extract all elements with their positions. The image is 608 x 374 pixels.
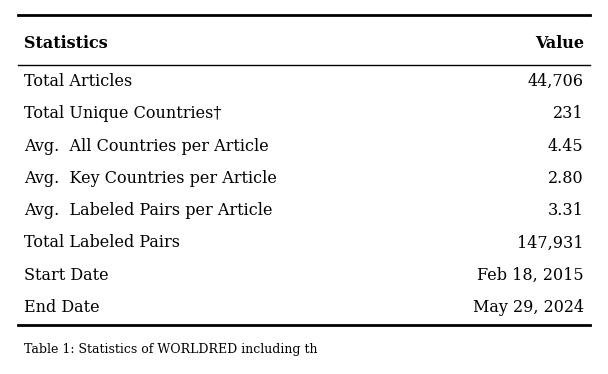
Text: 44,706: 44,706 [528, 73, 584, 90]
Text: Start Date: Start Date [24, 267, 109, 283]
Text: Value: Value [534, 34, 584, 52]
Text: May 29, 2024: May 29, 2024 [472, 299, 584, 316]
Text: 2.80: 2.80 [548, 170, 584, 187]
Text: Avg.  Labeled Pairs per Article: Avg. Labeled Pairs per Article [24, 202, 273, 219]
Text: Table 1: Statistics of WORLDRED including th: Table 1: Statistics of WORLDRED includin… [24, 343, 318, 356]
Text: 147,931: 147,931 [517, 234, 584, 251]
Text: Total Articles: Total Articles [24, 73, 133, 90]
Text: End Date: End Date [24, 299, 100, 316]
Text: Total Unique Countries†: Total Unique Countries† [24, 105, 222, 122]
Text: Feb 18, 2015: Feb 18, 2015 [477, 267, 584, 283]
Text: Avg.  Key Countries per Article: Avg. Key Countries per Article [24, 170, 277, 187]
Text: Total Labeled Pairs: Total Labeled Pairs [24, 234, 181, 251]
Text: Avg.  All Countries per Article: Avg. All Countries per Article [24, 138, 269, 154]
Text: 231: 231 [553, 105, 584, 122]
Text: Statistics: Statistics [24, 34, 108, 52]
Text: 4.45: 4.45 [548, 138, 584, 154]
Text: 3.31: 3.31 [548, 202, 584, 219]
